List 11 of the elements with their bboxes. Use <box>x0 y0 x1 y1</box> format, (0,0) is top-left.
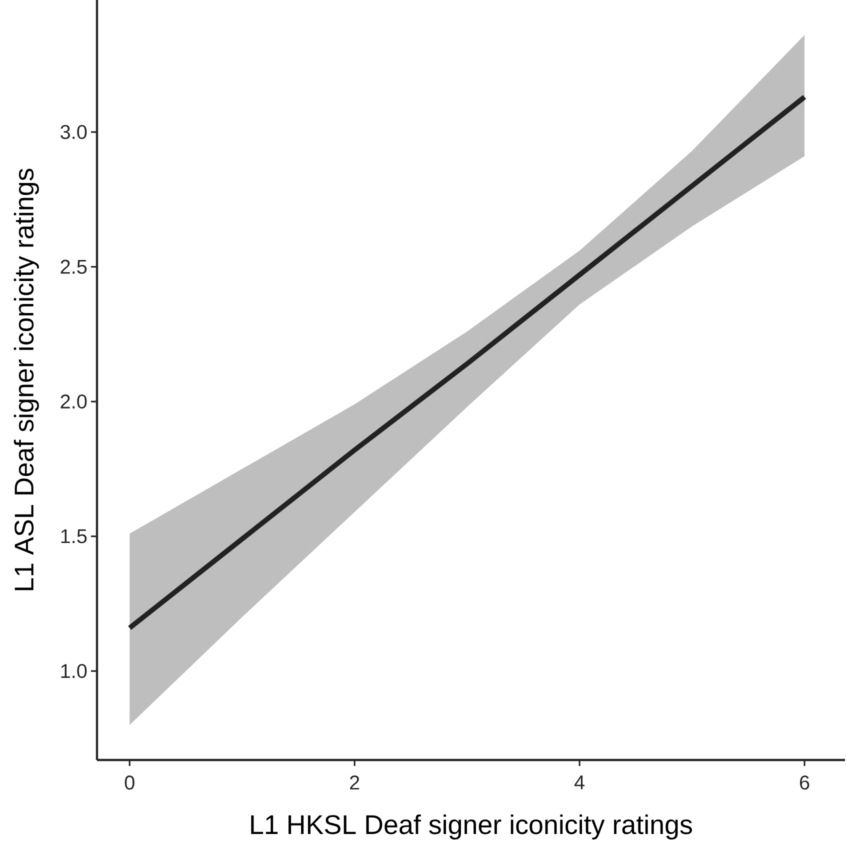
y-tick-label: 1.5 <box>61 529 87 544</box>
y-tick-label: 1.0 <box>61 664 87 678</box>
y-tick-label: 2.0 <box>60 394 87 409</box>
x-tick-label: 6 <box>800 776 810 790</box>
y-axis-title: L1 ASL Deaf signer iconicity ratings <box>14 168 39 590</box>
y-tick-label: 3.0 <box>60 125 87 140</box>
y-tick-label: 2.5 <box>60 260 87 274</box>
x-axis-title: L1 HKSL Deaf signer iconicity ratings <box>251 814 692 840</box>
x-tick-label: 2 <box>350 776 360 790</box>
x-tick-label: 0 <box>124 776 134 790</box>
x-tick-label: 4 <box>574 776 585 790</box>
